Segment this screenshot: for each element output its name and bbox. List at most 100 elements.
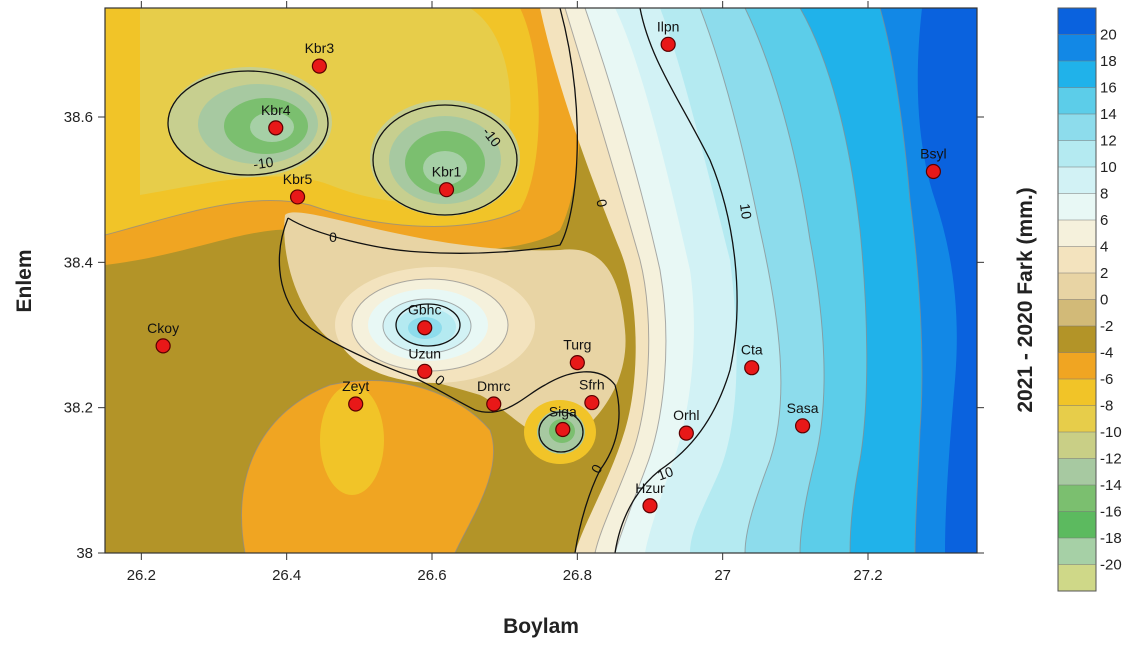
station-dot — [311, 58, 327, 74]
colorbar-swatch — [1058, 352, 1096, 380]
station-ilpn: Ilpn — [657, 18, 680, 52]
station-uzun: Uzun — [408, 345, 441, 379]
station-hzur: Hzur — [635, 480, 665, 514]
fill-kbr1-core — [423, 151, 467, 185]
colorbar-label: 8 — [1100, 186, 1108, 203]
colorbar-swatch — [1058, 485, 1096, 512]
station-label: Turg — [563, 337, 591, 353]
station-zeyt: Zeyt — [342, 378, 369, 412]
station-label: Sfrh — [579, 377, 605, 393]
station-gbhc: Gbhc — [408, 302, 441, 336]
colorbar-swatch — [1058, 273, 1096, 300]
station-label: Uzun — [408, 345, 441, 361]
colorbar-label: -4 — [1100, 345, 1113, 362]
station-label: Sasa — [787, 400, 819, 416]
station-kbr1: Kbr1 — [432, 164, 462, 198]
colorbar-swatch — [1058, 193, 1096, 221]
colorbar-swatch — [1058, 379, 1096, 406]
station-dot — [642, 498, 658, 514]
colorbar-swatch — [1058, 220, 1096, 247]
station-dot — [744, 360, 760, 376]
contour-label: 0 — [593, 198, 610, 209]
contour-kbr1 — [372, 104, 518, 216]
colorbar-label: 16 — [1100, 80, 1117, 97]
colorbar-label: -10 — [1100, 424, 1122, 441]
colorbar-swatch — [1058, 405, 1096, 433]
station-label: Hzur — [635, 480, 665, 496]
station-label: Kbr5 — [283, 171, 313, 187]
station-dot — [289, 189, 306, 205]
station-kbr3: Kbr3 — [305, 40, 334, 74]
station-dot — [584, 394, 600, 411]
colorbar-label: -16 — [1100, 504, 1122, 521]
contour-label: 10 — [737, 202, 755, 220]
colorbar-swatch — [1058, 511, 1096, 539]
fill-pos-20 — [917, 8, 977, 553]
colorbar-swatch — [1058, 564, 1096, 592]
station-label: Siga — [549, 403, 577, 419]
colorbar-swatch — [1058, 61, 1096, 88]
colorbar-swatch — [1058, 140, 1096, 168]
station-dot — [268, 120, 284, 136]
colorbar-swatch — [1058, 87, 1096, 115]
contour-field — [105, 8, 977, 553]
colorbar-label: 14 — [1100, 106, 1117, 123]
station-dot — [925, 163, 942, 180]
station-markers: Ilpn Kbr3 Kbr4 Kbr1 Kbr5 Bsyl Ckoy Gbhc Uzun Turg… — [147, 18, 947, 514]
x-tick-label: 27.2 — [853, 567, 882, 584]
station-dot — [417, 320, 433, 336]
station-label: Orhl — [673, 407, 699, 423]
colorbar-label: 0 — [1100, 292, 1108, 309]
station-label: Cta — [741, 342, 763, 358]
station-cta: Cta — [741, 342, 763, 376]
plot-frame — [104, 7, 978, 554]
contour-siga — [538, 411, 584, 453]
contour-zero-west — [287, 8, 578, 254]
colorbar-swatch — [1058, 114, 1096, 141]
station-orhl: Orhl — [673, 407, 700, 441]
contour-gbhc — [395, 303, 461, 347]
x-axis: 26.2 26.4 26.6 26.8 27 27.2 — [127, 1, 883, 584]
colorbar-label: -6 — [1100, 371, 1113, 388]
station-turg: Turg — [563, 337, 591, 371]
station-dot — [417, 363, 433, 379]
contour-kbr4 — [167, 70, 329, 176]
contour-label: -10 — [252, 154, 274, 173]
colorbar-label: -18 — [1100, 530, 1122, 547]
colorbar-swatch — [1058, 458, 1096, 486]
station-dot — [660, 36, 676, 52]
station-sfrh: Sfrh — [579, 377, 605, 411]
contour-ten — [614, 8, 738, 553]
y-axis: 38 38.2 38.4 38.6 — [64, 109, 984, 562]
fill-neg6-zeyt — [320, 385, 384, 495]
station-dot — [348, 396, 364, 412]
y-tick-label: 38.6 — [64, 109, 93, 126]
colorbar-label: 4 — [1100, 239, 1108, 256]
station-dot — [155, 338, 171, 354]
colorbar-label: -8 — [1100, 398, 1113, 415]
station-label: Gbhc — [408, 302, 441, 318]
x-tick-label: 26.8 — [563, 567, 592, 584]
contour-zero-loop — [278, 217, 620, 553]
station-bsyl: Bsyl — [920, 146, 947, 180]
station-kbr4: Kbr4 — [261, 102, 291, 136]
colorbar-label: 2 — [1100, 265, 1108, 282]
station-dot — [678, 425, 694, 441]
x-tick-label: 26.6 — [417, 567, 446, 584]
colorbar-swatch — [1058, 246, 1096, 274]
station-dot — [794, 418, 811, 434]
station-siga: Siga — [549, 403, 577, 438]
thin-isolines — [105, 8, 923, 553]
station-label: Ilpn — [657, 18, 680, 34]
y-axis-title: Enlem — [13, 249, 36, 312]
colorbar-label: -2 — [1100, 318, 1113, 335]
colorbar-label: 20 — [1100, 27, 1117, 44]
station-dmrc: Dmrc — [477, 378, 510, 412]
station-label: Dmrc — [477, 378, 510, 394]
station-dot — [438, 182, 455, 198]
colorbar-label: 18 — [1100, 53, 1117, 70]
colorbar-label: -20 — [1100, 557, 1122, 574]
colorbar-swatch — [1058, 167, 1096, 194]
y-tick-label: 38.2 — [64, 400, 93, 417]
